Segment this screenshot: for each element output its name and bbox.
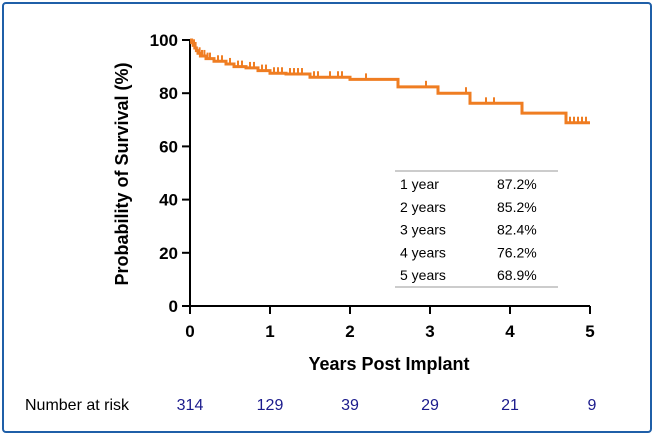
table-row-value: 85.2% xyxy=(497,199,537,215)
y-axis-ticks: 0 20 40 60 80 100 xyxy=(150,31,190,316)
survival-table: 1 year 87.2% 2 years 85.2% 3 years 82.4% 4 yea… xyxy=(395,170,558,288)
number-at-risk-row: Number at risk 314 129 39 29 21 9 xyxy=(25,397,597,414)
table-row-label: 1 year xyxy=(400,176,439,192)
table-row-label: 2 years xyxy=(400,199,446,215)
y-tick-label: 0 xyxy=(169,297,178,316)
y-tick-label: 80 xyxy=(159,84,178,103)
chart-axes xyxy=(182,40,590,307)
risk-count: 39 xyxy=(341,397,359,414)
table-row-label: 3 years xyxy=(400,222,446,238)
y-axis-title: Probability of Survival (%) xyxy=(112,62,132,285)
table-row-value: 82.4% xyxy=(497,222,537,238)
x-tick-label: 5 xyxy=(585,322,594,341)
x-tick-label: 4 xyxy=(505,322,515,341)
table-row-value: 87.2% xyxy=(497,176,537,192)
risk-count: 21 xyxy=(501,397,519,414)
x-axis-title: Years Post Implant xyxy=(308,354,469,374)
table-row-value: 76.2% xyxy=(497,244,537,260)
table-row-label: 5 years xyxy=(400,267,446,283)
censor-marks-group xyxy=(193,39,587,123)
y-tick-label: 100 xyxy=(150,31,178,50)
x-tick-label: 0 xyxy=(185,322,194,341)
risk-count: 9 xyxy=(588,397,597,414)
x-tick-label: 3 xyxy=(425,322,434,341)
x-tick-label: 1 xyxy=(265,322,274,341)
y-tick-label: 20 xyxy=(159,244,178,263)
y-tick-label: 40 xyxy=(159,191,178,210)
risk-count: 29 xyxy=(421,397,439,414)
figure-frame xyxy=(2,2,652,433)
table-row-label: 4 years xyxy=(400,244,446,260)
table-row-value: 68.9% xyxy=(497,267,537,283)
survival-curve-line xyxy=(190,38,590,125)
risk-count: 129 xyxy=(257,397,284,414)
x-tick-label: 2 xyxy=(345,322,354,341)
number-at-risk-label: Number at risk xyxy=(25,397,130,414)
y-tick-label: 60 xyxy=(159,137,178,156)
risk-count: 314 xyxy=(177,397,204,414)
survival-curve-group xyxy=(190,38,590,125)
x-axis-ticks: 0 1 2 3 4 5 xyxy=(185,306,595,341)
